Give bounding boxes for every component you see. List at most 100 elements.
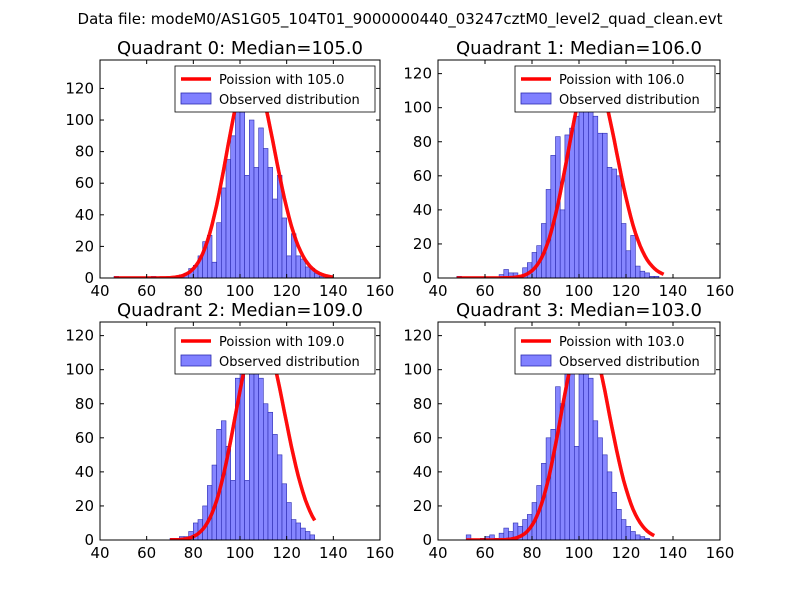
histogram-bar xyxy=(559,209,566,278)
y-tick-label: 40 xyxy=(413,201,432,219)
x-tick-label: 40 xyxy=(428,544,447,562)
x-tick-label: 100 xyxy=(226,282,255,300)
histogram-bar xyxy=(644,272,650,278)
x-tick-label: 120 xyxy=(612,544,641,562)
histogram-bar xyxy=(597,132,603,278)
y-tick-label: 20 xyxy=(413,497,432,515)
x-tick-label: 60 xyxy=(137,282,156,300)
x-tick-label: 160 xyxy=(366,544,395,562)
y-tick-label: 0 xyxy=(422,269,432,287)
histogram-bar xyxy=(653,275,660,278)
histogram-bar xyxy=(592,420,599,540)
histogram-bar xyxy=(263,148,269,278)
histogram-bar xyxy=(639,536,646,540)
histogram-bar xyxy=(555,386,561,540)
histogram-bar xyxy=(489,534,495,540)
legend-label-observed: Observed distribution xyxy=(559,93,700,108)
legend-label-poisson: Poission with 105.0 xyxy=(219,73,344,88)
x-tick-label: 160 xyxy=(706,544,735,562)
x-tick-label: 120 xyxy=(272,544,301,562)
x-tick-label: 80 xyxy=(184,544,203,562)
histogram-bar xyxy=(309,534,315,540)
y-tick-label: 80 xyxy=(413,133,432,151)
x-tick-label: 80 xyxy=(184,282,203,300)
x-tick-label: 100 xyxy=(226,544,255,562)
histogram-bar xyxy=(644,537,650,540)
histogram-bar xyxy=(573,446,580,540)
y-tick-label: 120 xyxy=(403,327,432,345)
legend-bar-swatch xyxy=(520,92,552,105)
histogram-bar xyxy=(249,360,255,540)
histogram-bar xyxy=(602,132,608,278)
histogram-bar xyxy=(244,480,250,540)
histogram-bar xyxy=(216,222,222,278)
x-tick-label: 100 xyxy=(565,544,594,562)
y-tick-label: 100 xyxy=(403,361,432,379)
histogram-bar xyxy=(267,411,273,540)
legend-label-poisson: Poission with 106.0 xyxy=(559,73,684,88)
histogram-bar xyxy=(277,454,283,540)
legend-bar-swatch xyxy=(180,354,212,367)
histogram-bar xyxy=(295,522,301,540)
x-tick-label: 140 xyxy=(659,282,688,300)
histogram-bar xyxy=(305,531,311,540)
histogram-bar xyxy=(465,534,472,540)
x-tick-label: 40 xyxy=(428,282,447,300)
x-tick-label: 80 xyxy=(522,544,541,562)
y-tick-label: 20 xyxy=(75,237,94,255)
histogram-bar xyxy=(588,90,594,278)
panel-quadrant-2: Quadrant 2: Median=109.0 40 60 80 100 120 140 1… xyxy=(65,300,394,562)
legend-label-observed: Observed distribution xyxy=(219,93,360,108)
histogram-bar xyxy=(611,492,617,540)
histogram-bar xyxy=(630,235,636,278)
histogram-bar xyxy=(606,166,613,278)
x-tick-label: 160 xyxy=(366,282,395,300)
histogram-bar xyxy=(625,250,631,278)
histogram-bar xyxy=(239,111,245,278)
x-tick-label: 60 xyxy=(137,544,156,562)
histogram-bar xyxy=(272,434,278,540)
histogram-bar xyxy=(635,534,641,540)
y-tick-label: 0 xyxy=(84,269,94,287)
legend-label-observed: Observed distribution xyxy=(559,355,700,370)
histogram-bar xyxy=(235,96,241,278)
histogram-bar xyxy=(286,255,292,278)
panel-title: Quadrant 3: Median=103.0 xyxy=(456,300,702,321)
legend-label-observed: Observed distribution xyxy=(219,355,360,370)
y-tick-label: 120 xyxy=(65,79,94,97)
panel-title: Quadrant 0: Median=105.0 xyxy=(117,38,363,59)
y-tick-label: 80 xyxy=(75,395,94,413)
y-tick-label: 80 xyxy=(75,143,94,161)
legend-bar-swatch xyxy=(180,92,212,105)
histogram-bar xyxy=(253,352,259,540)
x-tick-label: 40 xyxy=(90,282,109,300)
histogram-bar xyxy=(606,471,613,540)
histogram-bar xyxy=(286,502,292,540)
legend: Poission with 109.0 Observed distribution xyxy=(174,327,376,375)
histogram-bar xyxy=(281,217,287,278)
x-tick-label: 140 xyxy=(319,544,348,562)
y-tick-label: 0 xyxy=(84,531,94,549)
histogram-bar xyxy=(620,223,627,278)
histogram-bar xyxy=(230,135,236,278)
y-tick-label: 80 xyxy=(413,395,432,413)
x-tick-label: 120 xyxy=(272,282,301,300)
histogram-bar xyxy=(635,265,641,278)
x-tick-label: 160 xyxy=(706,282,735,300)
x-tick-label: 100 xyxy=(565,282,594,300)
histogram-bar xyxy=(616,175,622,278)
histogram-bar xyxy=(630,531,636,540)
histogram-bar xyxy=(625,526,631,540)
histogram-bar xyxy=(620,519,627,540)
panel-quadrant-1: Quadrant 1: Median=106.0 40 60 80 100 120 140 1… xyxy=(403,38,734,300)
histogram-bar xyxy=(592,115,599,278)
histogram-bar xyxy=(588,377,594,540)
poisson-curve-line xyxy=(170,328,317,540)
y-tick-label: 40 xyxy=(75,463,94,481)
y-tick-label: 0 xyxy=(422,531,432,549)
histogram-bar xyxy=(305,266,311,278)
histogram-bar xyxy=(583,369,589,540)
x-tick-label: 80 xyxy=(522,282,541,300)
y-tick-label: 100 xyxy=(65,361,94,379)
